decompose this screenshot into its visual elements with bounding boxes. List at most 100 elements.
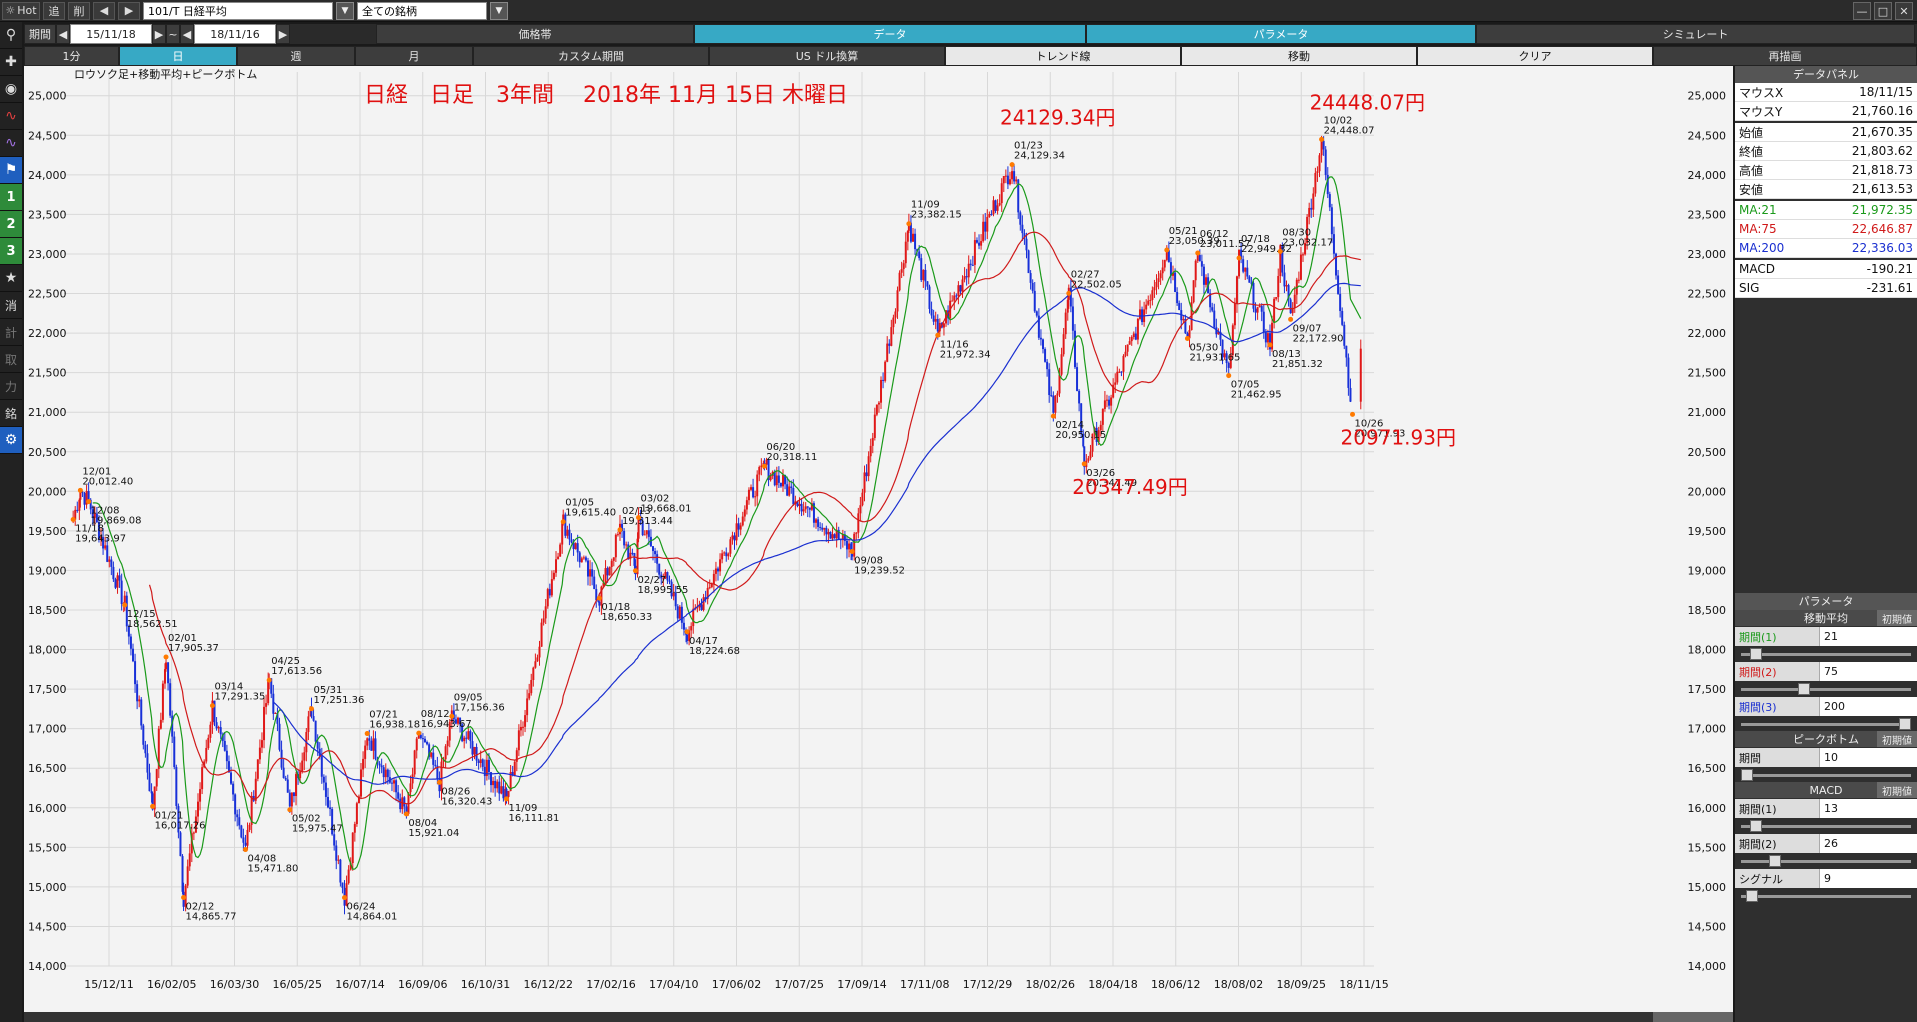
candle-body [1256,307,1259,313]
candle-body [320,756,323,777]
gear-icon[interactable]: ⚙ [0,427,22,454]
candle-body [1316,171,1319,173]
slider-thumb[interactable] [1745,890,1758,902]
reset-button[interactable]: 初期値 [1877,610,1917,626]
crosshair-icon[interactable]: ✚ [0,49,22,76]
universe-field[interactable]: 全ての銘柄 [357,1,487,20]
pivot-marker [70,516,76,522]
candle-body [723,552,726,554]
move-button[interactable]: 移動 [1181,46,1417,66]
param-value-field[interactable]: 9 [1819,869,1917,888]
candle-body [904,241,907,264]
data-panel-title: データパネル [1735,66,1917,83]
param-value-field[interactable]: 13 [1819,799,1917,818]
param-value-field[interactable]: 10 [1819,748,1917,767]
candle-body [668,580,671,582]
end-date-field[interactable]: 18/11/16 [194,24,276,44]
preset-1-button[interactable]: 1 [0,184,22,211]
calc-button[interactable]: 計 [0,319,22,346]
line-chart-red-icon[interactable]: ∿ [0,103,22,130]
param-slider[interactable] [1735,889,1917,903]
candle-body [1271,322,1274,350]
tab-parameter[interactable]: パラメータ [1086,24,1476,44]
param-slider[interactable] [1735,682,1917,696]
symbol-dropdown-icon[interactable]: ▼ [336,1,354,20]
candle-body [880,379,883,403]
param-value-field[interactable]: 26 [1819,834,1917,853]
param-value-field[interactable]: 75 [1819,662,1917,681]
universe-dropdown-icon[interactable]: ▼ [490,1,508,20]
slider-thumb[interactable] [1769,855,1782,867]
tab-data[interactable]: データ [694,24,1086,44]
param-value-field[interactable]: 200 [1819,697,1917,716]
candle-body [102,537,105,549]
minimize-icon[interactable]: — [1853,2,1871,20]
reset-button[interactable]: 初期値 [1877,782,1917,798]
redraw-button[interactable]: 再描画 [1653,46,1917,66]
star-icon[interactable]: ★ [0,265,22,292]
start-next-button[interactable]: ▶ [152,24,166,44]
param-slider[interactable] [1735,854,1917,868]
candle-body [1095,427,1098,442]
candle-body [79,491,82,500]
start-prev-button[interactable]: ◀ [56,24,70,44]
candle-body [1250,282,1253,284]
next-symbol-button[interactable]: ▶ [118,1,140,20]
preset-3-button[interactable]: 3 [0,238,22,265]
erase-button[interactable]: 消 [0,292,22,319]
input-button[interactable]: 力 [0,373,22,400]
slider-thumb[interactable] [1797,683,1810,695]
add-button[interactable]: 追 [43,1,65,20]
pivot-value: 20,971.93 [1355,428,1406,439]
candle-body [773,471,776,486]
scroll-thumb[interactable] [1653,1012,1733,1022]
param-slider[interactable] [1735,647,1917,661]
prev-symbol-button[interactable]: ◀ [93,1,115,20]
pivot-value: 19,513.44 [622,516,673,527]
close-icon[interactable]: ✕ [1895,2,1913,20]
symbol-field[interactable]: 101/T 日経平均 [143,1,333,20]
slider-thumb[interactable] [1899,718,1911,730]
usd-convert-button[interactable]: US ドル換算 [709,46,945,66]
candle-body [555,559,558,573]
candle-body [739,525,742,530]
camera-icon[interactable]: ◉ [0,76,22,103]
preset-2-button[interactable]: 2 [0,211,22,238]
tab-price-band[interactable]: 価格帯 [376,24,694,44]
candle-body [798,503,801,507]
reset-button[interactable]: 初期値 [1877,731,1917,747]
candle-body [248,824,251,830]
clear-button[interactable]: クリア [1417,46,1653,66]
slider-thumb[interactable] [1750,820,1763,832]
horizontal-scrollbar[interactable] [24,1012,1733,1022]
trendline-button[interactable]: トレンド線 [945,46,1181,66]
end-prev-button[interactable]: ◀ [180,24,194,44]
candle-body [1039,337,1042,340]
line-chart-purple-icon[interactable]: ∿ [0,130,22,157]
candle-body [1252,282,1255,309]
pivot-date: 02/12 [186,902,215,913]
interval-month-button[interactable]: 月 [355,46,473,66]
search-icon[interactable]: ⚲ [0,22,22,49]
custom-period-button[interactable]: カスタム期間 [473,46,709,66]
interval-day-button[interactable]: 日 [119,46,237,66]
param-slider[interactable] [1735,819,1917,833]
param-value-field[interactable]: 21 [1819,627,1917,646]
flag-icon[interactable]: ⚑ [0,157,22,184]
interval-1min-button[interactable]: 1分 [24,46,119,66]
interval-week-button[interactable]: 週 [237,46,355,66]
delete-button[interactable]: 削 [68,1,90,20]
slider-thumb[interactable] [1741,769,1753,781]
chart-area[interactable]: 11/18 19,643.97 12/01 20,012.40 12/08 19,869.… [24,66,1733,1022]
param-slider[interactable] [1735,768,1917,782]
hot-button[interactable]: ☼ Hot [2,1,40,20]
slider-thumb[interactable] [1750,648,1763,660]
param-slider[interactable] [1735,717,1917,731]
stock-button[interactable]: 銘 [0,400,22,427]
maximize-icon[interactable]: □ [1874,2,1892,20]
tab-simulate[interactable]: シミュレート [1476,24,1915,44]
end-next-button[interactable]: ▶ [276,24,290,44]
start-date-field[interactable]: 15/11/18 [70,24,152,44]
get-button[interactable]: 取 [0,346,22,373]
